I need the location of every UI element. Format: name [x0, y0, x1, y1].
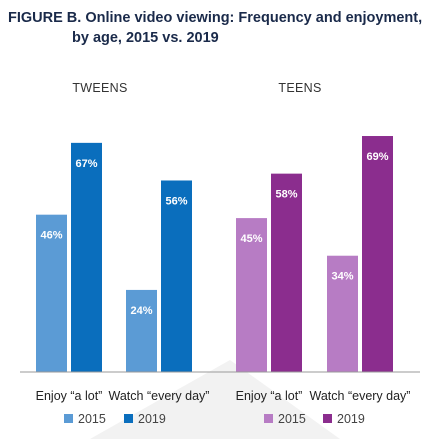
legend-label: 2019	[337, 412, 365, 426]
data-label: 56%	[165, 195, 187, 207]
legend-swatch	[323, 414, 332, 423]
legend-swatch	[264, 414, 273, 423]
data-label: 45%	[240, 233, 262, 245]
category-label: Watch “every day”	[109, 389, 210, 403]
group-label-teens: TEENS	[278, 81, 321, 95]
bar-tweens-enjoy-2015	[36, 214, 67, 372]
legend-label: 2015	[78, 412, 106, 426]
data-label: 46%	[40, 230, 62, 242]
bar-tweens-enjoy-2019	[71, 142, 102, 372]
category-label: Enjoy “a lot”	[36, 389, 103, 403]
data-label: 67%	[75, 158, 97, 170]
category-label: Enjoy “a lot”	[236, 389, 303, 403]
legend-label: 2015	[278, 412, 306, 426]
bar-teens-enjoy-2015	[236, 218, 267, 372]
legend-swatch	[124, 414, 133, 423]
data-label: 24%	[130, 305, 152, 317]
legend-swatch	[64, 414, 73, 423]
chart-title-line-1: FIGURE B. Online video viewing: Frequenc…	[8, 10, 423, 26]
bars-layer	[36, 136, 393, 372]
bar-tweens-watch-2019	[161, 180, 192, 372]
data-label: 58%	[275, 189, 297, 201]
data-label: 69%	[366, 151, 388, 163]
chart-title: FIGURE B. Online video viewing: Frequenc…	[8, 8, 423, 48]
bar-tweens-watch-2015	[126, 289, 157, 372]
bar-teens-watch-2019	[362, 136, 393, 372]
bar-teens-enjoy-2019	[271, 173, 302, 372]
watermark-shape	[90, 360, 340, 439]
legend: 2015 2019 2015 2019	[64, 412, 365, 426]
data-label: 34%	[331, 271, 353, 283]
legend-label: 2019	[138, 412, 166, 426]
chart-title-line-2: by age, 2015 vs. 2019	[72, 30, 219, 46]
category-label: Watch “every day”	[310, 389, 411, 403]
bar-teens-watch-2015	[327, 255, 358, 372]
labels-layer: TWEENS 46% 67% Enjoy “a lot” 24% 56% Watch “ev…	[36, 81, 411, 403]
group-label-tweens: TWEENS	[72, 81, 127, 95]
